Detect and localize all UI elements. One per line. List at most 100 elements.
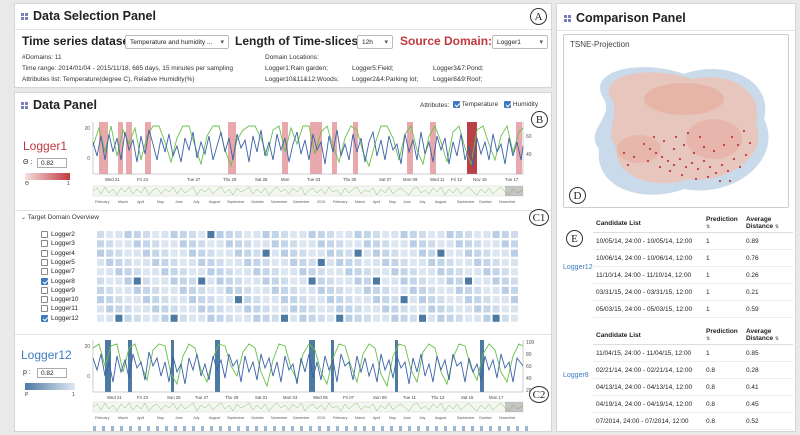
table-row[interactable]: 10/05/14, 24:00 - 10/05/14, 12:00 1 0.89 — [593, 232, 793, 250]
overview-cell — [391, 268, 399, 276]
logger-checkbox[interactable] — [41, 286, 48, 294]
overview-cell — [235, 277, 242, 285]
table-row[interactable]: 10/06/14, 24:00 - 10/06/14, 12:00 1 0.76 — [593, 249, 793, 267]
logger-row[interactable]: Logger8 — [41, 277, 75, 285]
x-tick: Tue 27 — [195, 395, 209, 400]
humidity-checkbox[interactable] — [504, 101, 511, 108]
overview-cell — [281, 231, 288, 239]
column-header-candidate[interactable]: Candidate List — [593, 214, 703, 233]
overview-cell — [400, 240, 408, 248]
column-header-prediction[interactable]: Prediction ⇅ — [703, 326, 743, 345]
overview-cell — [474, 258, 482, 266]
source-timeseries-chart[interactable]: 20 0 60 40 Wed 21 Fri 23 Tue 27 Thu 29 S… — [85, 116, 547, 208]
overview-cell — [207, 296, 215, 304]
table-row[interactable]: 02/21/14, 24:00 - 02/21/14, 12:00 0.8 0.28 — [593, 361, 793, 379]
overview-cell — [363, 305, 371, 313]
attr-humidity-toggle[interactable]: Humidity — [504, 101, 538, 108]
source-density-core — [686, 119, 742, 159]
theta-input[interactable]: 0.82 — [37, 158, 67, 168]
logger-checkbox[interactable] — [41, 258, 48, 266]
logger-row[interactable]: Logger2 — [41, 231, 75, 238]
target-overview-toggle[interactable]: ⌄ Target Domain Overview — [21, 214, 99, 221]
logger-checkbox[interactable] — [41, 296, 48, 304]
column-header-prediction[interactable]: Prediction ⇅ — [703, 214, 743, 233]
p-color-legend — [25, 383, 75, 390]
logger-label: Logger5 — [51, 258, 75, 266]
overview-cell — [354, 268, 362, 276]
overview-cell — [492, 286, 500, 294]
overview-cell — [244, 240, 252, 248]
logger-row[interactable]: Logger4 — [41, 249, 75, 257]
overview-cell — [373, 231, 380, 239]
logger-row[interactable]: Logger5 — [41, 258, 75, 266]
column-header-candidate[interactable]: Candidate List — [593, 326, 703, 345]
logger-checkbox[interactable] — [41, 277, 48, 285]
overview-cell — [409, 277, 417, 285]
column-header-distance[interactable]: Average Distance ⇅ — [743, 326, 793, 345]
slice-select[interactable]: 12h ▾ — [357, 35, 393, 49]
tsne-projection[interactable] — [564, 49, 790, 209]
p-input[interactable]: 0.82 — [37, 368, 67, 378]
overview-cell — [363, 296, 371, 304]
logger-row[interactable]: Logger10 — [41, 296, 78, 304]
overview-cell — [124, 286, 132, 294]
overview-cell — [409, 305, 417, 313]
sort-icon[interactable]: ⇅ — [706, 336, 711, 342]
table-row[interactable]: 05/03/15, 24:00 - 05/03/15, 12:00 1 0.59 — [593, 300, 793, 318]
overview-cell — [124, 277, 132, 285]
overview-cell — [317, 240, 325, 248]
overview-cell — [354, 258, 362, 266]
sort-icon[interactable]: ⇅ — [774, 224, 780, 230]
overview-cell — [492, 296, 500, 304]
target-timeseries-chart[interactable]: 20 0 100 80 60 40 20 Wed 21 Fri 23 Sun 2… — [85, 336, 547, 428]
overview-cell — [152, 314, 160, 322]
table-row[interactable]: 11/10/14, 24:00 - 11/10/14, 12:00 1 0.26 — [593, 266, 793, 284]
overview-cell — [363, 258, 371, 266]
logger-checkbox[interactable] — [41, 314, 48, 322]
overview-tick: November — [271, 416, 288, 420]
logger-row[interactable]: Logger7 — [41, 268, 75, 276]
overview-cell — [235, 296, 242, 304]
overview-cell — [446, 314, 454, 322]
table-row[interactable]: 07/2014, 24:00 - 07/2014, 12:00 0.8 0.52 — [593, 412, 793, 430]
overview-tick: April — [373, 416, 380, 420]
overview-cell — [465, 268, 472, 276]
logger-row[interactable]: Logger9 — [41, 286, 75, 294]
logger-checkbox[interactable] — [41, 249, 48, 257]
table-row[interactable]: 03/31/15, 24:00 - 03/31/15, 12:00 1 0.21 — [593, 283, 793, 301]
overview-cell — [409, 286, 417, 294]
overview-cell — [189, 314, 196, 322]
source-domain-select[interactable]: Logger1 ▾ — [492, 35, 548, 49]
overview-cell — [133, 240, 141, 248]
logger-checkbox[interactable] — [41, 268, 48, 276]
column-header-distance[interactable]: Average Distance ⇅ — [743, 214, 793, 233]
sort-icon[interactable]: ⇅ — [774, 336, 780, 342]
temperature-checkbox[interactable] — [453, 101, 460, 108]
overview-cell — [345, 286, 353, 294]
y-tick: 0 — [87, 156, 90, 162]
logger-checkbox[interactable] — [41, 305, 48, 313]
target-overview-grid[interactable] — [97, 231, 522, 326]
overview-cell — [225, 296, 233, 304]
logger-checkbox[interactable] — [41, 240, 48, 248]
logger-checkbox[interactable] — [41, 231, 48, 238]
table-row[interactable]: 11/04/15, 24:00 - 11/04/15, 12:00 1 0.85 — [593, 344, 793, 362]
dataset-select[interactable]: Temperature and humidity ... ▾ — [125, 35, 229, 49]
logger-row[interactable]: Logger12 — [41, 314, 78, 322]
sort-icon[interactable]: ⇅ — [706, 224, 711, 230]
source-density-core — [617, 135, 661, 163]
logger-row[interactable]: Logger11 — [41, 305, 78, 313]
table-row[interactable]: 04/13/14, 24:00 - 04/13/14, 12:00 0.8 0.41 — [593, 378, 793, 396]
attr-temperature-toggle[interactable]: Temperature — [453, 101, 498, 108]
overview-cell — [492, 277, 500, 285]
overview-cell — [382, 296, 390, 304]
table-row[interactable]: 04/19/14, 24:00 - 04/19/14, 12:00 0.8 0.45 — [593, 395, 793, 413]
overview-cell — [253, 258, 261, 266]
cell-distance: 0.45 — [743, 395, 793, 413]
overview-cell — [455, 314, 463, 322]
overview-cell — [115, 231, 123, 239]
y2-tick: 40 — [526, 152, 532, 158]
overview-cell — [327, 305, 334, 313]
logger-row[interactable]: Logger3 — [41, 240, 75, 248]
overview-cell — [179, 296, 187, 304]
